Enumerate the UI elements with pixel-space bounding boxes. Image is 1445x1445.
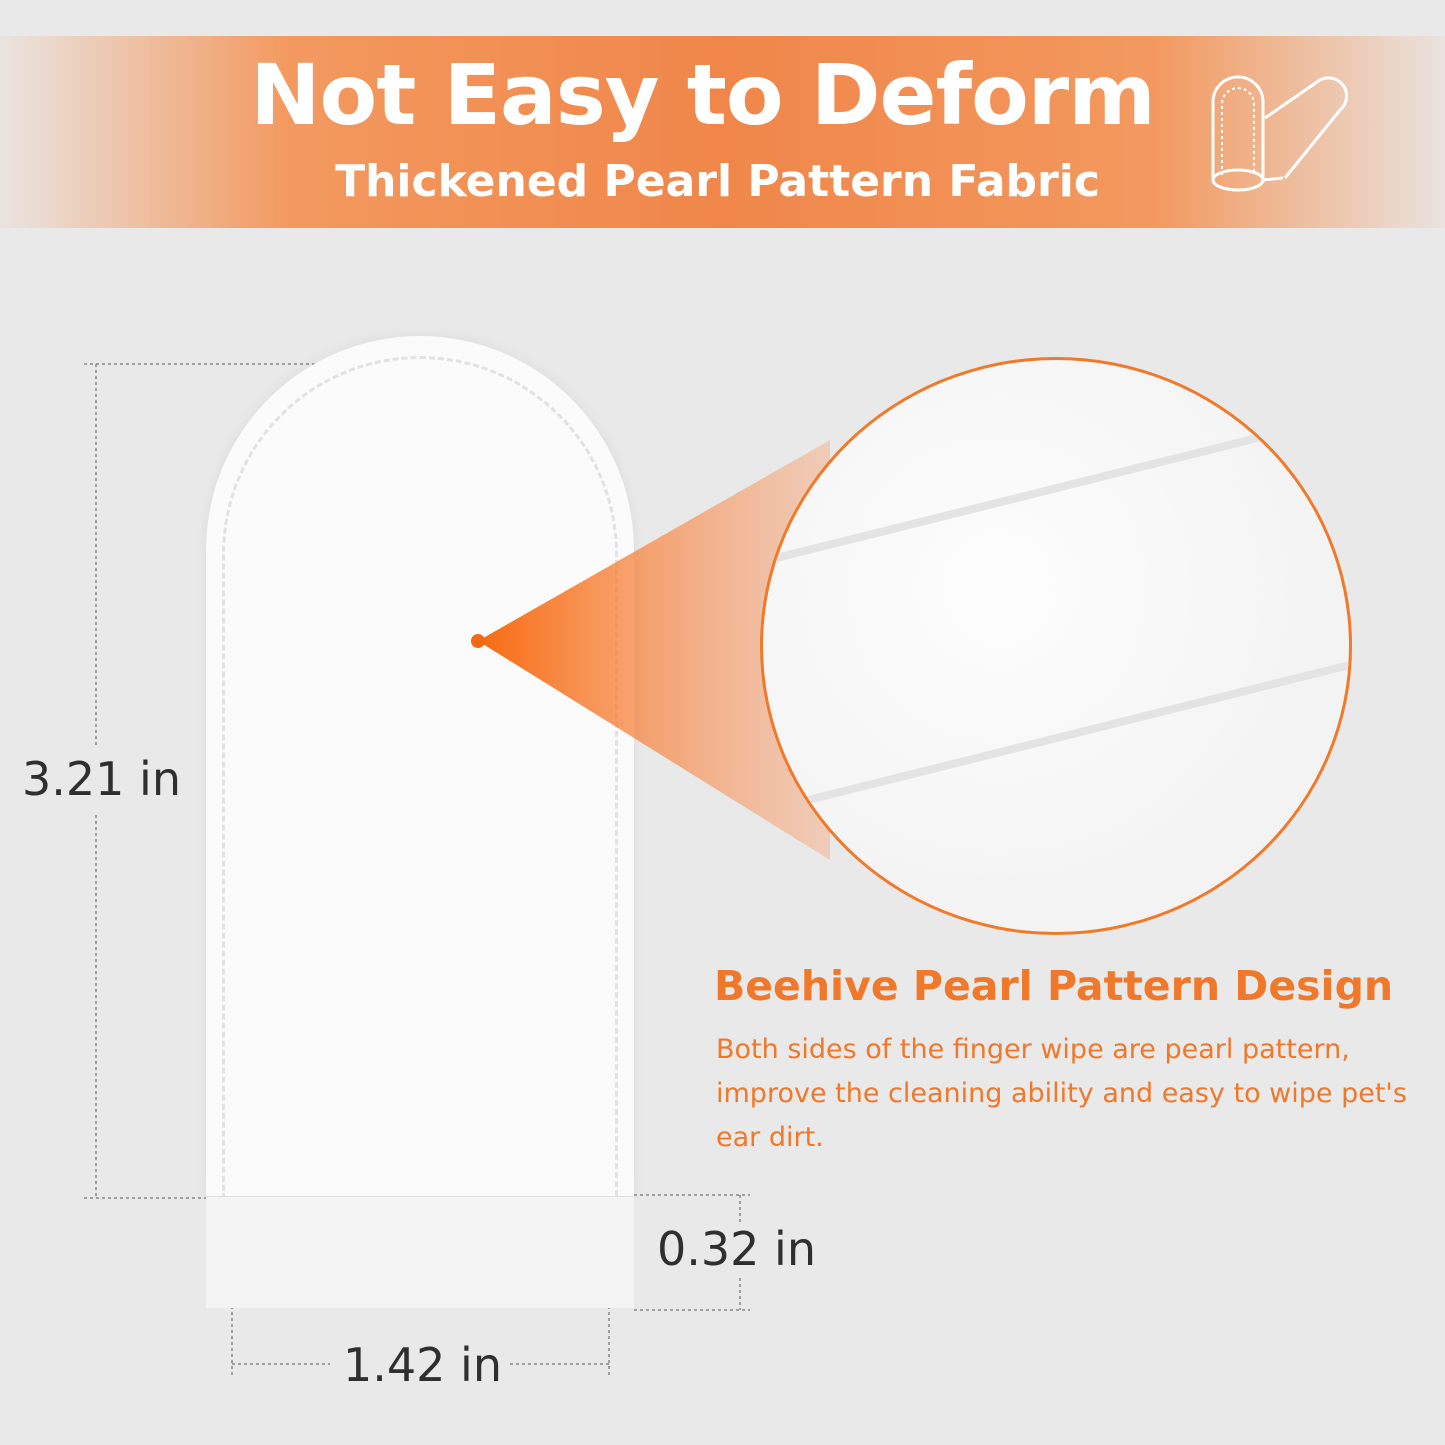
finger-wipe-cuff (206, 1196, 634, 1308)
feature-title: Beehive Pearl Pattern Design (714, 962, 1394, 1010)
finger-wipe-icon (1211, 75, 1349, 192)
finger-wipe-image (206, 336, 634, 1196)
cuff-label: 0.32 in (657, 1222, 816, 1276)
fabric-closeup (760, 357, 1352, 935)
page-title: Not Easy to Deform (250, 46, 1155, 144)
page-subtitle: Thickened Pearl Pattern Fabric (335, 156, 1100, 207)
width-label: 1.42 in (343, 1338, 502, 1392)
header-banner (0, 36, 1445, 228)
height-label: 3.21 in (22, 752, 181, 806)
feature-description: Both sides of the finger wipe are pearl … (716, 1034, 1407, 1153)
